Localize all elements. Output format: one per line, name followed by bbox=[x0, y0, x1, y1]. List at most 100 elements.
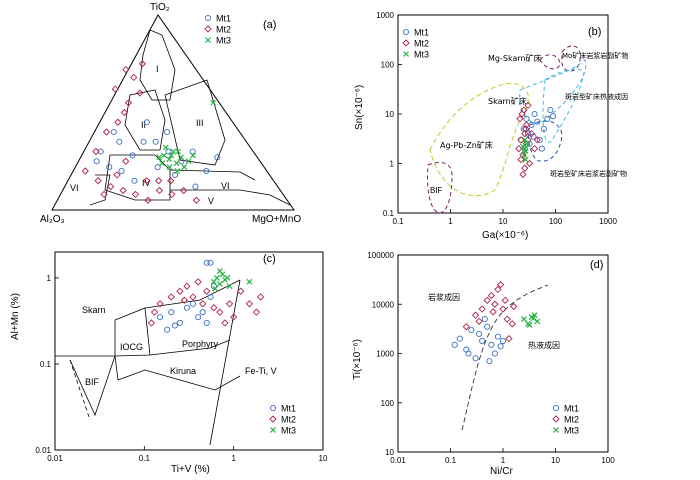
mt1-point-1 bbox=[456, 335, 463, 342]
mt1-point-15 bbox=[538, 145, 545, 152]
field-V-line bbox=[170, 189, 291, 206]
mt2-point-13 bbox=[489, 308, 497, 316]
mt2-point-13 bbox=[517, 155, 525, 164]
mt1-point-5 bbox=[531, 110, 538, 118]
mt1-point-8 bbox=[484, 323, 491, 330]
mt1-point-18 bbox=[110, 128, 117, 136]
mt1-point-4 bbox=[472, 355, 479, 362]
mt3-point-14 bbox=[190, 152, 196, 159]
mt2-point-15 bbox=[81, 167, 89, 175]
panel-b-ylabel: Sn(×10⁻⁶) bbox=[354, 85, 365, 130]
mt3-point-6 bbox=[173, 160, 180, 167]
field-label-iocg: IOCG bbox=[120, 342, 143, 352]
mt2-point-14 bbox=[252, 308, 261, 316]
mt2-point-6 bbox=[111, 85, 119, 93]
field-lines bbox=[89, 29, 291, 206]
mt1-point-15 bbox=[486, 358, 493, 365]
field-label-III: III bbox=[196, 118, 204, 128]
mt3-point-6 bbox=[224, 274, 231, 281]
mt3-point-0 bbox=[520, 151, 527, 158]
mt1-point-6 bbox=[199, 309, 206, 316]
field-label-II: II bbox=[141, 120, 146, 130]
legend-marker-mt1 bbox=[552, 404, 560, 412]
mt2-point-8 bbox=[203, 287, 211, 295]
mt3-point-12 bbox=[156, 154, 163, 161]
panel-b-scatter: 0.1 1 10 100 1000 0.1 1 10 100 1000 (b) Ga(×10⁻⁶)… bbox=[354, 11, 628, 241]
legend-marker-mt1 bbox=[204, 14, 212, 22]
mt1-point-13 bbox=[171, 322, 178, 329]
mt1-point-12 bbox=[497, 343, 504, 350]
legend-label-mt2: Mt2 bbox=[281, 415, 296, 425]
mt3-point-5 bbox=[216, 268, 223, 275]
mt2-point-12 bbox=[144, 196, 152, 204]
mt3-point-15 bbox=[210, 99, 217, 106]
field-kiruna-bottom bbox=[114, 355, 241, 391]
field-skarn bbox=[519, 59, 587, 124]
mt2-point-7 bbox=[199, 300, 207, 308]
mt2-point-0 bbox=[114, 118, 122, 126]
mt2-point-13 bbox=[155, 186, 164, 195]
mt1-point-11 bbox=[207, 259, 214, 266]
mt1-point-7 bbox=[536, 136, 543, 143]
mt2-point-25 bbox=[142, 177, 151, 185]
field-label-skarn: Skarn矿床 bbox=[488, 96, 527, 106]
field-label-skarn: Skarn bbox=[82, 305, 106, 315]
mt2-point-21 bbox=[113, 171, 121, 179]
x-tick-label-3: 100 bbox=[549, 217, 563, 226]
mt2-point-18 bbox=[533, 136, 541, 144]
mt2-point-14 bbox=[510, 302, 518, 311]
mt1-point-5 bbox=[195, 314, 202, 321]
mt2-point-17 bbox=[530, 144, 539, 153]
field-label-porphyry-mag: 斑岩型矿床岩浆岩副矿物 bbox=[550, 169, 627, 178]
mt3-point-5 bbox=[166, 164, 173, 171]
panel-c-ylabel: Al+Mn (%) bbox=[10, 293, 21, 340]
mt1-point-9 bbox=[488, 341, 495, 348]
mt2-point-3 bbox=[521, 130, 529, 138]
mt2-point-11 bbox=[230, 313, 238, 321]
mt2-point-10 bbox=[496, 281, 505, 289]
mt3-point-9 bbox=[181, 164, 188, 171]
mt1-point-12 bbox=[143, 119, 150, 126]
mt1-point-4 bbox=[189, 300, 196, 307]
legend-marker-mt2 bbox=[204, 25, 212, 33]
field-label-V: V bbox=[208, 196, 214, 206]
mt1-point-8 bbox=[207, 293, 214, 301]
field-label-kiruna: Kiruna bbox=[170, 366, 196, 376]
legend-marker-mt3 bbox=[403, 51, 409, 57]
mt1-point-5 bbox=[476, 330, 483, 337]
mt2-point-22 bbox=[122, 157, 130, 165]
field-label-mo: Mo矿床岩浆岩副矿物 bbox=[562, 51, 628, 60]
mt2-point-5 bbox=[516, 115, 524, 123]
mt1-point-10 bbox=[203, 259, 210, 266]
mt2-point-7 bbox=[520, 106, 528, 114]
panel-b-label: (b) bbox=[588, 26, 601, 38]
field-kiruna-top bbox=[149, 339, 231, 356]
mt2-point-2 bbox=[124, 99, 133, 107]
mt2-point-17 bbox=[180, 296, 188, 304]
legend-label-mt2: Mt2 bbox=[216, 25, 231, 35]
field-label-mg-skarn: Mg-Skarn矿床 bbox=[488, 53, 542, 63]
mt1-point-0 bbox=[93, 158, 100, 165]
mt1-point-13 bbox=[203, 167, 210, 175]
field-label-VI-right: VI bbox=[221, 181, 230, 191]
mt3-point-3 bbox=[531, 312, 538, 319]
x-tick-label-2: 1 bbox=[501, 456, 506, 465]
mt2-point-19 bbox=[237, 287, 245, 295]
panel-b-ticks: 0.1 1 10 100 1000 0.1 1 10 100 1000 bbox=[376, 11, 617, 226]
mt1-point-10 bbox=[491, 350, 498, 357]
mt2-point-11 bbox=[521, 164, 529, 172]
mt2-point-12 bbox=[475, 317, 483, 325]
mt2-point-2 bbox=[478, 305, 486, 313]
mt1-point-2 bbox=[118, 167, 125, 175]
y-tick-label-1: 1 bbox=[390, 160, 395, 169]
legend-marker-mt2 bbox=[552, 415, 560, 423]
discrimination-curve bbox=[461, 284, 549, 431]
field-label-hydrothermal: 热液成因 bbox=[528, 340, 560, 350]
legend-marker-mt2 bbox=[402, 39, 410, 47]
mt1-point-9 bbox=[116, 138, 123, 145]
panel-d-ylabel: Ti(×10⁻⁶) bbox=[352, 339, 363, 380]
field-IV bbox=[104, 154, 171, 201]
y-tick-label-0: 0.01 bbox=[35, 446, 51, 455]
panel-d-scatter: 0.01 0.1 1 10 100 10 100 1000 10000 100000 (d) Ni… bbox=[352, 251, 615, 477]
